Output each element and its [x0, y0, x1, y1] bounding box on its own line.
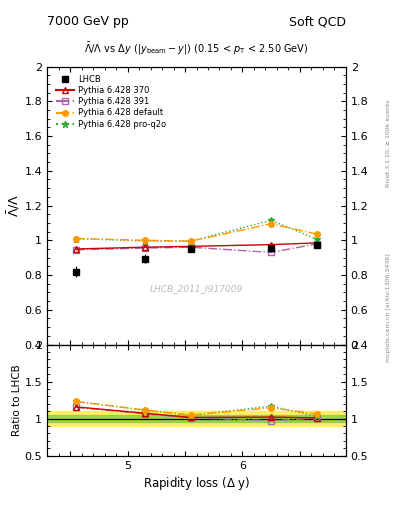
Y-axis label: $\bar{\Lambda}/\Lambda$: $\bar{\Lambda}/\Lambda$: [5, 194, 22, 217]
Text: LHCB_2011_I917009: LHCB_2011_I917009: [150, 284, 243, 293]
X-axis label: Rapidity loss ($\Delta$ y): Rapidity loss ($\Delta$ y): [143, 475, 250, 492]
Y-axis label: Ratio to LHCB: Ratio to LHCB: [12, 364, 22, 436]
Text: Rivet 3.1.10, ≥ 100k events: Rivet 3.1.10, ≥ 100k events: [386, 99, 391, 187]
Text: Soft QCD: Soft QCD: [289, 15, 346, 28]
Text: $\bar{\Lambda}/\Lambda$ vs $\Delta y$ ($|y_{\mathrm{beam}}-y|$) (0.15 < $p_{\mat: $\bar{\Lambda}/\Lambda$ vs $\Delta y$ ($…: [84, 41, 309, 57]
Legend: LHCB, Pythia 6.428 370, Pythia 6.428 391, Pythia 6.428 default, Pythia 6.428 pro: LHCB, Pythia 6.428 370, Pythia 6.428 391…: [54, 74, 167, 130]
Text: mcplots.cern.ch [arXiv:1306.3436]: mcplots.cern.ch [arXiv:1306.3436]: [386, 253, 391, 361]
Text: 7000 GeV pp: 7000 GeV pp: [47, 15, 129, 28]
